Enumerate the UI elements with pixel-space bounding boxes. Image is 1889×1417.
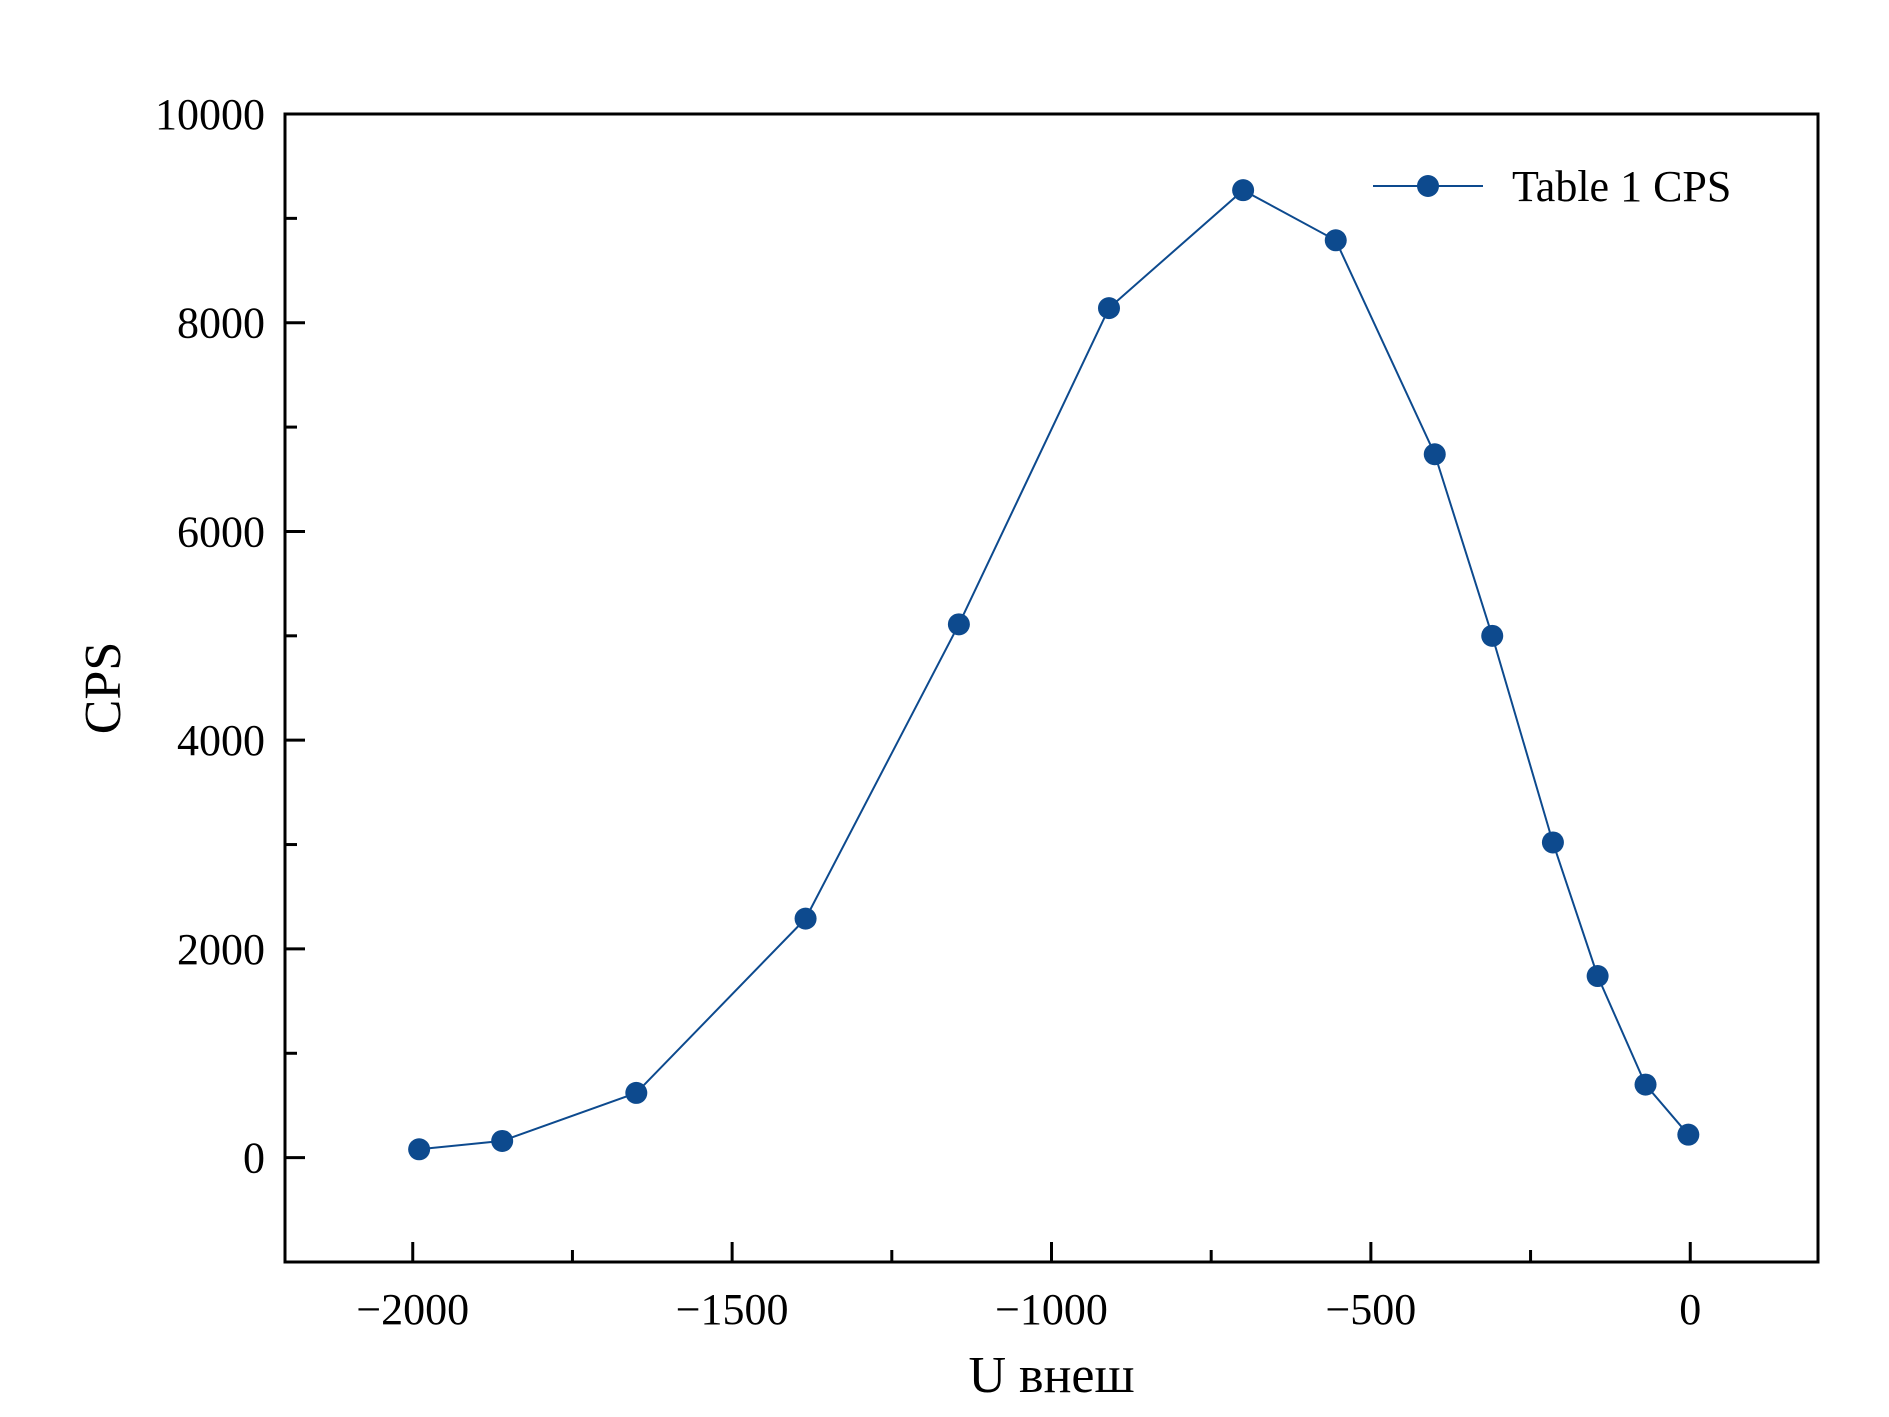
data-point [1232,179,1255,202]
x-tick-label: −500 [1325,1285,1416,1334]
y-tick-label: 10000 [155,90,265,139]
y-tick-label: 4000 [177,716,265,765]
data-point [1586,965,1609,988]
y-axis-title: CPS [75,642,132,735]
y-tick-label: 6000 [177,507,265,556]
y-axis-ticks: 0 2000 4000 6000 8000 10000 [155,90,305,1183]
x-axis-ticks: −2000 −1500 −1000 −500 0 [356,1242,1701,1334]
x-tick-label: 0 [1679,1285,1701,1334]
y-tick-label: 8000 [177,299,265,348]
data-point [794,907,817,930]
y-tick-label: 2000 [177,925,265,974]
data-point [1677,1123,1700,1146]
legend-series-label: Table 1 CPS [1512,162,1731,211]
data-point [1541,831,1564,854]
x-tick-label: −1000 [995,1285,1108,1334]
legend: Table 1 CPS [1373,162,1731,211]
legend-series-marker [1417,175,1439,197]
data-point [1423,443,1446,466]
x-tick-label: −1500 [676,1285,789,1334]
series-line [418,188,1690,1151]
y-tick-label: 0 [243,1134,265,1183]
series-layer [408,179,1700,1161]
data-point [1324,229,1347,252]
plot-area-frame [283,112,1820,1264]
data-point [491,1129,514,1152]
x-tick-label: −2000 [356,1285,469,1334]
x-axis-title: U внеш [968,1347,1134,1404]
data-point [625,1081,648,1104]
data-point [408,1138,431,1161]
data-point [947,613,970,636]
data-point [1634,1073,1657,1096]
data-point [1097,297,1120,320]
data-point [1481,624,1504,647]
